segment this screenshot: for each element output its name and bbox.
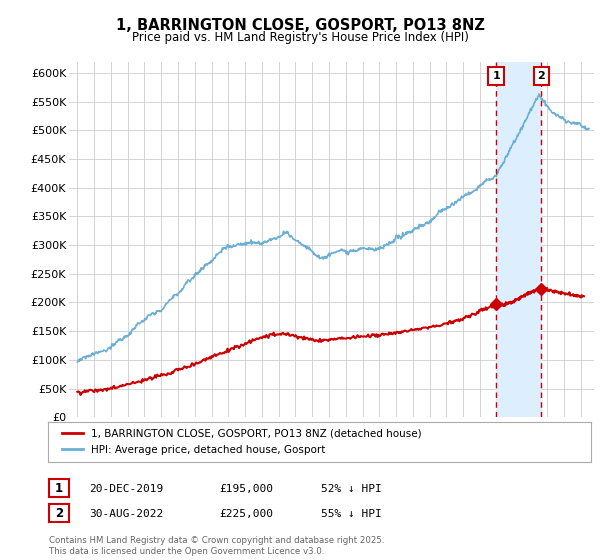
Text: 20-DEC-2019: 20-DEC-2019 bbox=[89, 484, 163, 494]
Text: Price paid vs. HM Land Registry's House Price Index (HPI): Price paid vs. HM Land Registry's House … bbox=[131, 31, 469, 44]
Text: 1, BARRINGTON CLOSE, GOSPORT, PO13 8NZ: 1, BARRINGTON CLOSE, GOSPORT, PO13 8NZ bbox=[116, 18, 484, 33]
Text: 2: 2 bbox=[55, 507, 63, 520]
Text: £225,000: £225,000 bbox=[219, 509, 273, 519]
Text: 1: 1 bbox=[55, 482, 63, 494]
Text: 30-AUG-2022: 30-AUG-2022 bbox=[89, 509, 163, 519]
Bar bbox=[496, 62, 541, 417]
Legend: 1, BARRINGTON CLOSE, GOSPORT, PO13 8NZ (detached house), HPI: Average price, det: 1, BARRINGTON CLOSE, GOSPORT, PO13 8NZ (… bbox=[56, 422, 428, 461]
Text: £195,000: £195,000 bbox=[219, 484, 273, 494]
Text: 2: 2 bbox=[538, 71, 545, 81]
Text: 55% ↓ HPI: 55% ↓ HPI bbox=[321, 509, 382, 519]
Text: 52% ↓ HPI: 52% ↓ HPI bbox=[321, 484, 382, 494]
Text: Contains HM Land Registry data © Crown copyright and database right 2025.
This d: Contains HM Land Registry data © Crown c… bbox=[49, 536, 385, 556]
Text: 1: 1 bbox=[493, 71, 500, 81]
